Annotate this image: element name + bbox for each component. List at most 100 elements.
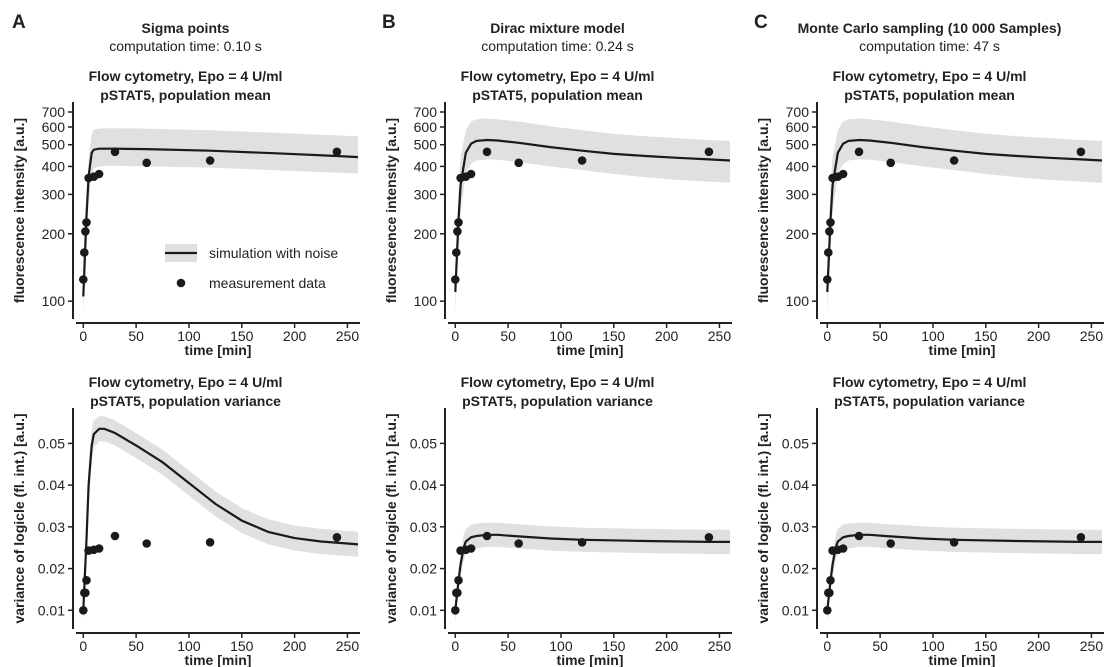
x-tick-label: 250 [708,638,732,654]
data-point [482,147,492,157]
x-tick-label: 200 [655,328,679,344]
x-axis-label: time [min] [557,342,624,358]
x-tick-label: 150 [974,328,998,344]
data-point [838,544,848,553]
y-tick-label: 100 [414,293,438,309]
x-tick-label: 50 [872,638,888,654]
y-tick-label: 0.04 [38,477,65,493]
plot-title-variance: Flow cytometry, Epo = 4 U/ml pSTAT5, pop… [372,373,743,411]
data-point [142,158,151,168]
y-tick-label: 0.03 [38,519,65,535]
x-tick-label: 200 [1027,328,1051,344]
simulation-line [826,138,1103,292]
x-tick-label: 100 [549,328,573,344]
data-point [452,248,461,257]
x-tick-label: 200 [1027,638,1051,654]
x-tick-label: 100 [549,638,573,654]
plot-title-mean: Flow cytometry, Epo = 4 U/ml pSTAT5, pop… [372,67,743,105]
data-point [451,275,460,284]
data-point [704,147,714,157]
data-point [577,156,587,165]
x-tick-label: 250 [1080,328,1104,344]
x-axis-label: time [min] [929,652,996,667]
plot-title-line: pSTAT5, population variance [90,393,281,409]
x-tick-label: 150 [602,328,626,344]
data-point [110,531,120,541]
x-tick-label: 100 [921,638,945,654]
legend-dot-label: measurement data [209,275,326,291]
x-tick-label: 0 [79,328,87,344]
data-point [94,169,104,179]
x-tick-label: 50 [500,328,516,344]
panel-letter: A [12,12,26,33]
column-monte-carlo: C Monte Carlo sampling (10 000 Samples) … [744,0,1115,667]
data-point [514,158,523,168]
noise-band [455,522,730,623]
noise-band [83,128,359,312]
plot-title-line: Flow cytometry, Epo = 4 U/ml [88,374,283,390]
plot-title-variance: Flow cytometry, Epo = 4 U/ml pSTAT5, pop… [744,373,1115,411]
data-point [94,544,104,553]
y-tick-label: 0.03 [410,519,437,535]
computation-time: computation time: 0.10 s [109,38,262,54]
x-tick-label: 250 [1080,638,1104,654]
plot-title-mean: Flow cytometry, Epo = 4 U/ml pSTAT5, pop… [744,67,1115,105]
data-point [81,227,90,236]
data-point [1076,533,1086,542]
plot-title-line: Flow cytometry, Epo = 4 U/ml [832,374,1027,390]
data-point [205,156,215,165]
data-point [454,576,463,585]
column-sigma-points: A Sigma points computation time: 0.10 s … [0,0,371,667]
y-tick-label: 500 [786,137,810,153]
x-axis-label: time [min] [929,342,996,358]
y-tick-label: 100 [42,293,66,309]
data-point [886,539,895,548]
y-tick-label: 500 [42,137,66,153]
computation-time: computation time: 47 s [859,38,1000,54]
data-point [823,275,832,284]
plot-title-variance: Flow cytometry, Epo = 4 U/ml pSTAT5, pop… [0,373,371,411]
plot-title-line: pSTAT5, population mean [844,87,1015,103]
data-point [79,275,88,284]
y-tick-label: 200 [786,226,810,242]
data-point [838,169,848,179]
y-tick-label: 400 [414,158,438,174]
x-tick-label: 50 [128,328,144,344]
data-point [80,248,89,257]
data-point [332,147,342,157]
y-tick-label: 0.04 [782,477,809,493]
y-axis-label: variance of logicle (fl. int.) [a.u.] [11,413,27,623]
y-tick-label: 300 [414,186,438,202]
x-tick-label: 0 [823,328,831,344]
y-tick-label: 400 [786,158,810,174]
data-point [854,147,864,157]
data-point [886,158,895,168]
y-tick-label: 100 [786,293,810,309]
y-tick-label: 700 [786,104,810,120]
y-tick-label: 600 [786,119,810,135]
chart-variance: 0 50 100 150 200 250 0.01 0.02 0.03 0.04 0.05 time … [11,408,360,667]
method-title: Monte Carlo sampling (10 000 Samples) [797,20,1062,36]
data-point [577,538,587,547]
plot-title-line: pSTAT5, population variance [834,393,1025,409]
y-tick-label: 0.02 [410,561,437,577]
x-tick-label: 50 [500,638,516,654]
x-tick-label: 250 [336,328,360,344]
y-tick-label: 0.01 [410,602,437,618]
method-title: Dirac mixture model [490,20,625,36]
x-tick-label: 150 [602,638,626,654]
plot-title-line: Flow cytometry, Epo = 4 U/ml [88,68,283,84]
panel-letter: B [382,12,396,33]
x-tick-label: 150 [974,638,998,654]
y-tick-label: 300 [42,186,66,202]
y-tick-label: 600 [42,119,66,135]
simulation-line [454,138,731,292]
plot-title-line: Flow cytometry, Epo = 4 U/ml [460,68,655,84]
data-point [142,539,151,548]
simulation-line [82,427,359,611]
y-axis-label: variance of logicle (fl. int.) [a.u.] [755,413,771,623]
x-tick-label: 100 [921,328,945,344]
plot-title-line: pSTAT5, population variance [462,393,653,409]
